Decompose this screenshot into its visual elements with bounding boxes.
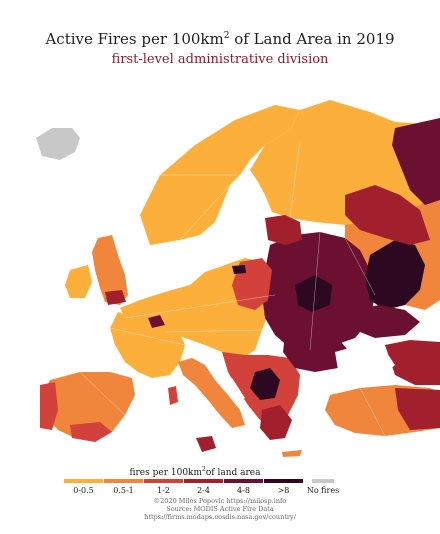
legend-swatch-6 (312, 479, 334, 483)
credit-url: https://firms.modaps.eosdis.nasa.gov/cou… (0, 513, 440, 521)
region-kaliningrad (232, 265, 246, 274)
legend-swatch-1 (104, 479, 143, 483)
title-tail: of Land Area in 2019 (234, 30, 394, 48)
legend-swatch-4 (224, 479, 263, 483)
legend-label-5: >8 (264, 486, 304, 495)
region-ireland (65, 265, 92, 298)
legend-label-2: 1-2 (144, 486, 184, 495)
region-south-ukraine (350, 305, 420, 338)
legend-label-1: 0.5-1 (104, 486, 144, 495)
title-sup: 2 (224, 31, 230, 41)
legend-swatch-5 (264, 479, 303, 483)
region-sardinia (168, 386, 178, 405)
region-crete (282, 450, 302, 457)
map-subtitle: first-level administrative division (0, 52, 440, 67)
choropleth-map (0, 78, 440, 463)
legend-swatch-0 (64, 479, 103, 483)
credit-author: ©2020 Milos Popovic https://milosp.info (0, 497, 440, 505)
legend-swatch-3 (184, 479, 223, 483)
region-iceland (36, 128, 80, 160)
legend-label-4: 4-8 (224, 486, 264, 495)
black-sea (335, 345, 395, 380)
region-baltics (265, 215, 302, 245)
region-sicily (196, 436, 216, 452)
map-title: Active Fires per 100km2 of Land Area in … (0, 30, 440, 48)
legend-label-3: 2-4 (184, 486, 224, 495)
credit-source: Source: MODIS Active Fire Data (0, 505, 440, 513)
legend-swatch-2 (144, 479, 183, 483)
legend-title: fires per 100km2of land area (0, 466, 390, 478)
legend-title-text: fires per 100km (130, 468, 203, 478)
legend-label-0: 0-0.5 (64, 486, 104, 495)
title-text: Active Fires per 100km (45, 30, 223, 48)
credits: ©2020 Milos Popovic https://milosp.info … (0, 497, 440, 521)
legend-title-tail: of land area (206, 468, 261, 478)
legend-label-6: No fires (303, 486, 343, 495)
